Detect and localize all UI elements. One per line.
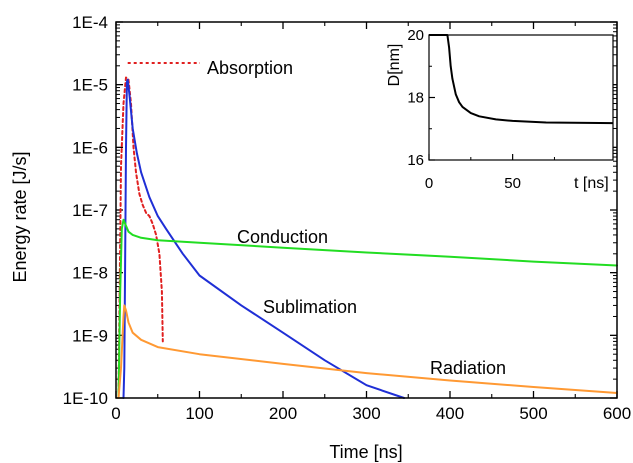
inset-x-tick-label: 50 <box>504 175 521 192</box>
y-tick-label: 1E-5 <box>72 76 108 95</box>
inset-background <box>429 35 613 160</box>
absorption-line <box>117 76 164 399</box>
main-plot-frame <box>115 21 618 399</box>
y-tick-label: 1E-9 <box>72 326 108 345</box>
sublimation-label: Sublimation <box>263 297 357 317</box>
inset-x-tick-label: 0 <box>425 175 433 192</box>
x-tick-label: 400 <box>436 404 464 423</box>
sublimation-line <box>122 78 406 399</box>
radiation-line <box>117 304 618 399</box>
main-series <box>117 62 618 399</box>
inset-y-tick-label: 18 <box>407 90 424 107</box>
conduction-line <box>117 218 618 399</box>
inset-plot-frame <box>428 34 614 161</box>
inset-series <box>429 34 614 125</box>
inset-chart: 0 50 16 18 20 D[nm] t [ns] <box>386 27 614 192</box>
y-tick-label: 1E-4 <box>72 13 108 32</box>
inset-y-tick-label: 16 <box>407 152 424 169</box>
x-tick-label: 200 <box>269 404 297 423</box>
absorption-label: Absorption <box>207 58 293 78</box>
y-tick-label: 1E-10 <box>63 389 108 408</box>
inset-diameter-line <box>429 34 614 125</box>
y-tick-label: 1E-7 <box>72 201 108 220</box>
y-axis-label: Energy rate [J/s] <box>10 151 30 282</box>
conduction-label: Conduction <box>237 227 328 247</box>
x-tick-label: 600 <box>603 404 631 423</box>
inset-tick-labels: 0 50 16 18 20 <box>407 27 521 192</box>
x-tick-label: 100 <box>185 404 213 423</box>
inset-y-axis-label: D[nm] <box>386 44 403 87</box>
inset-axis-ticks <box>428 34 613 161</box>
x-tick-label: 300 <box>352 404 380 423</box>
main-tick-labels: 0 100 200 300 400 500 6001E-101E-91E-81E-71E-6… <box>63 13 632 423</box>
x-tick-label: 500 <box>519 404 547 423</box>
series-labels: Absorption Conduction Sublimation Radiat… <box>207 58 506 378</box>
x-tick-label: 0 <box>111 404 120 423</box>
inset-x-axis-label: t [ns] <box>574 175 609 192</box>
radiation-label: Radiation <box>430 358 506 378</box>
x-axis-label: Time [ns] <box>329 442 402 462</box>
y-tick-label: 1E-6 <box>72 138 108 157</box>
inset-y-tick-label: 20 <box>407 27 424 44</box>
y-tick-label: 1E-8 <box>72 264 108 283</box>
